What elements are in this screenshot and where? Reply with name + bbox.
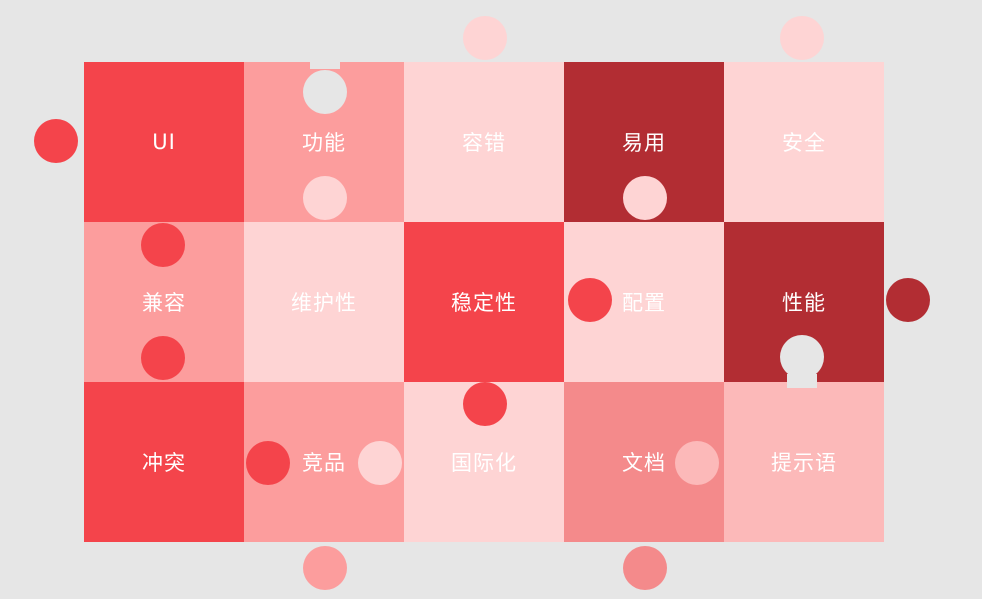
puzzle-conflict-right-tab	[246, 441, 290, 485]
puzzle-security-top-tab	[780, 16, 824, 60]
piece-label-stability: 稳定性	[451, 291, 517, 315]
puzzle-security-left-tab	[730, 119, 774, 163]
piece-label-hint-text: 提示语	[771, 451, 837, 475]
puzzle-performance-bottom-notch	[780, 335, 824, 379]
piece-ui: UI	[84, 62, 244, 222]
puzzle-maintainability-top-tab	[303, 176, 347, 220]
piece-label-ui: UI	[152, 130, 176, 154]
puzzle-fault-tolerance-top-tab	[463, 16, 507, 60]
puzzle-configuration-top-tab	[623, 176, 667, 220]
piece-hint-text: 提示语	[724, 382, 884, 542]
puzzle-documentation-bottom-tab	[623, 546, 667, 590]
puzzle-performance-right-tab	[886, 278, 930, 322]
puzzle-stability-bottom-tab	[463, 382, 507, 426]
puzzle-fault-tolerance-right-tab	[413, 119, 457, 163]
puzzle-notch-bridge	[310, 55, 340, 69]
piece-stability: 稳定性	[404, 222, 564, 382]
piece-conflict: 冲突	[84, 382, 244, 542]
puzzle-competitor-bottom-tab	[303, 546, 347, 590]
puzzle-hint-text-left-tab	[675, 441, 719, 485]
puzzle-notch-bridge	[787, 374, 817, 388]
puzzle-ui-left-tab	[34, 119, 78, 163]
puzzle-ui-bottom-tab	[141, 223, 185, 267]
piece-label-conflict: 冲突	[142, 451, 186, 475]
puzzle-function-top-notch	[303, 70, 347, 114]
puzzle-conflict-top-tab	[141, 336, 185, 380]
puzzle-i18n-left-tab	[358, 441, 402, 485]
puzzle-maintainability-left-tab	[246, 278, 290, 322]
puzzle-stability-right-tab	[568, 278, 612, 322]
